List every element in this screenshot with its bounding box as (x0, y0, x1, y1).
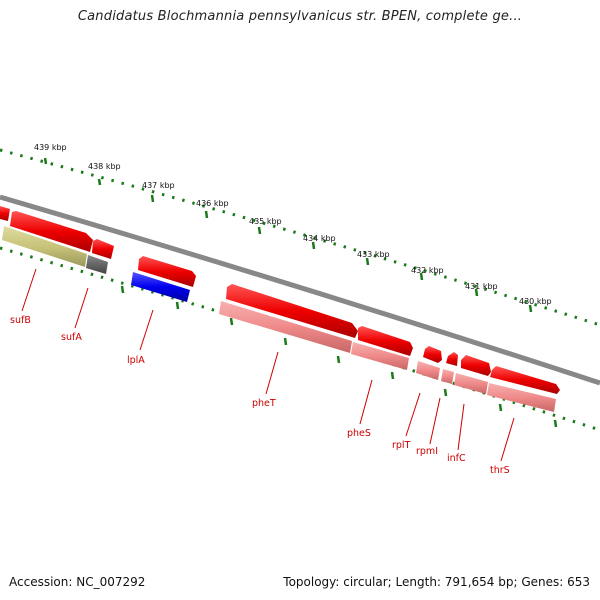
gene-label: pheT (252, 398, 276, 409)
gene-arrow-sufA (92, 239, 114, 259)
leader-rplT (405, 392, 421, 437)
scale-labels: 439 kbp 438 kbp 437 kbp 436 kbp 435 kbp … (34, 143, 552, 306)
gene-arrow-thrS (490, 366, 560, 394)
accession-text: Accession: NC_007292 (9, 575, 146, 589)
gene-label: sufA (61, 332, 82, 343)
gene-box-pink-pheT (219, 301, 352, 353)
leader-sufB (21, 268, 37, 312)
gene-arrow-sufB (10, 211, 93, 252)
gene-box-pink-infC (454, 373, 488, 394)
gene-label: lplA (127, 355, 145, 366)
gene-box-pink-pheS (351, 342, 409, 370)
map-title: Candidatus Blochmannia pennsylvanicus st… (77, 9, 523, 24)
scale-label: 433 kbp (357, 250, 390, 259)
gene-box-pink-rplT (416, 361, 440, 380)
gene-box-pink-thrS (487, 383, 556, 412)
scale-label: 435 kbp (249, 217, 282, 226)
label-leaders (21, 268, 515, 462)
leader-infC (457, 403, 465, 451)
scale-label: 438 kbp (88, 162, 121, 171)
gene-label: pheS (347, 428, 371, 439)
gene-labels: sufB sufA lplA pheT pheS rplT rpmI infC … (10, 315, 510, 476)
outer-tick-ring (0, 148, 600, 327)
scale-label: 432 kbp (411, 266, 444, 275)
leader-pheT (265, 351, 279, 395)
scale-label: 431 kbp (465, 282, 498, 291)
leader-pheS (359, 379, 373, 425)
genome-backbone (0, 194, 600, 386)
gene-box-pink-rpmI (441, 369, 454, 384)
genome-summary-text: Topology: circular; Length: 791,654 bp; … (283, 575, 590, 589)
gene-box-olive (2, 226, 87, 267)
gene-arrow-left-edge (0, 206, 10, 221)
leader-sufA (74, 287, 89, 329)
scale-label: 436 kbp (196, 199, 229, 208)
gene-label: infC (447, 453, 466, 464)
gene-arrow-lplA (138, 256, 196, 287)
gene-box-grey (86, 255, 108, 274)
leader-thrS (500, 417, 515, 462)
gene-arrow-pheS (358, 326, 413, 356)
gene-arrow-rplT (423, 346, 442, 363)
gene-box-lipoate (131, 272, 190, 302)
inner-tick-ring (0, 246, 600, 432)
gene-label: rpmI (416, 446, 438, 457)
scale-label: 439 kbp (34, 143, 67, 152)
scale-label: 430 kbp (519, 297, 552, 306)
leader-rpmI (429, 397, 441, 445)
gene-arrow-infC (461, 355, 491, 376)
gene-arrow-pheT (226, 284, 358, 338)
gene-label: sufB (10, 315, 31, 326)
gene-label: thrS (490, 465, 510, 476)
scale-label: 437 kbp (142, 181, 175, 190)
gene-arrow-rpmI (446, 352, 458, 366)
reverse-strand-genes (2, 226, 556, 412)
leader-lplA (139, 309, 154, 351)
gene-label: rplT (392, 440, 411, 451)
scale-label: 434 kbp (303, 234, 336, 243)
forward-strand-genes (0, 206, 560, 394)
